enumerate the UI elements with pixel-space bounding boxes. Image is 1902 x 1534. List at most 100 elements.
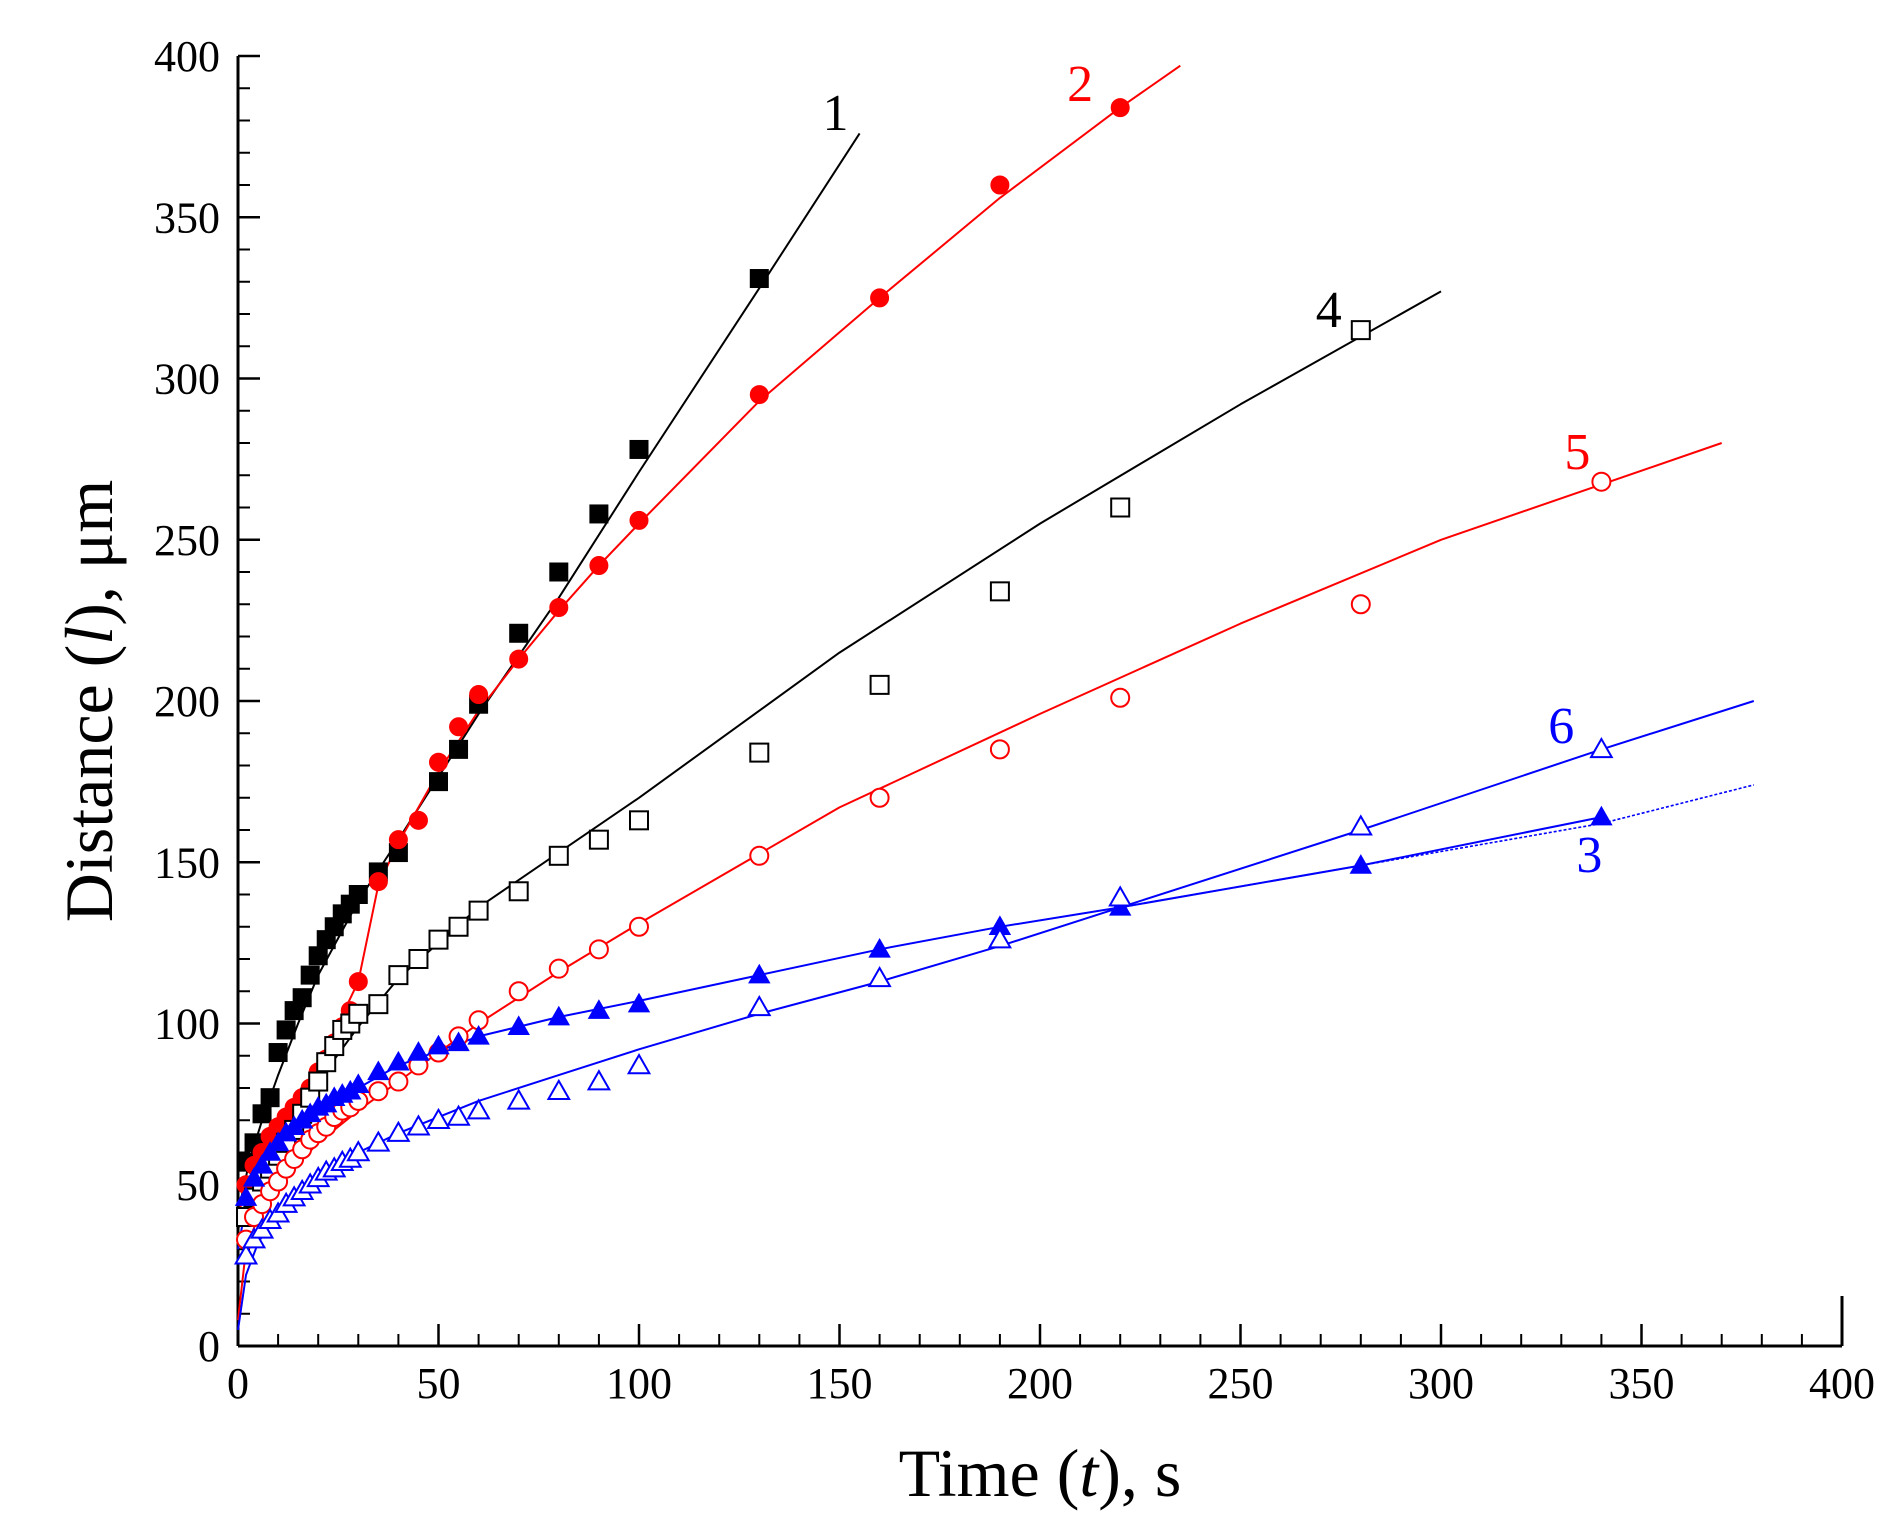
point-series-2: [408, 810, 428, 830]
point-series-3: [627, 992, 651, 1013]
point-series-2: [469, 685, 489, 705]
point-series-3: [547, 1005, 571, 1026]
point-series-4: [308, 1071, 329, 1092]
point-series-2: [368, 872, 388, 892]
point-series-4: [989, 581, 1010, 602]
point-series-5: [368, 1081, 389, 1102]
point-series-1: [252, 1104, 272, 1124]
y-tick-label: 100: [154, 1000, 220, 1049]
point-series-3: [748, 963, 771, 984]
point-series-2: [1110, 98, 1130, 118]
fit-curve-3-fit-ext: [1120, 784, 1754, 909]
fit-curve-1: [237, 132, 861, 1224]
point-series-3: [507, 1015, 530, 1035]
y-tick-label: 0: [198, 1322, 220, 1371]
point-series-2: [429, 752, 448, 772]
point-series-1: [276, 1020, 296, 1040]
point-series-4: [448, 916, 469, 937]
point-series-3: [250, 1154, 274, 1174]
point-series-6: [366, 1130, 391, 1152]
point-series-3: [387, 1050, 410, 1071]
point-series-3: [407, 1041, 430, 1061]
point-series-1: [260, 1088, 280, 1108]
point-series-2: [629, 510, 649, 530]
point-series-4: [408, 949, 429, 969]
point-series-4: [1110, 497, 1131, 518]
point-series-1: [749, 269, 769, 289]
tick-labels: 0 50 100 150 200 250 300 350 400 0 50 100 150 200 250 3…: [154, 32, 1875, 1408]
point-series-2: [348, 972, 368, 992]
point-series-2: [388, 830, 408, 850]
y-tick-label: 300: [154, 355, 220, 404]
point-series-6: [506, 1088, 531, 1110]
point-series-3: [347, 1073, 370, 1094]
point-series-3: [1349, 854, 1373, 874]
point-series-2: [589, 556, 609, 576]
point-series-5: [388, 1071, 409, 1092]
point-series-1: [449, 739, 469, 759]
y-tick-label: 200: [154, 677, 220, 726]
y-tick-label: 150: [154, 838, 220, 887]
point-series-3: [242, 1166, 266, 1187]
fit-curve-4: [237, 290, 1442, 1231]
point-series-4: [869, 674, 890, 695]
point-series-1: [348, 885, 368, 904]
point-series-5: [1110, 687, 1131, 708]
point-series-2: [870, 288, 890, 308]
point-series-3: [447, 1031, 470, 1052]
point-series-1: [629, 439, 649, 459]
point-series-6: [406, 1114, 431, 1136]
point-series-4: [588, 829, 609, 850]
fit-curve-6: [237, 700, 1755, 1331]
data-points: [233, 98, 1614, 1265]
point-series-5: [1591, 471, 1612, 492]
tick-marks: [236, 54, 1844, 1348]
point-series-4: [468, 900, 489, 921]
point-series-6: [747, 995, 772, 1017]
point-series-1: [549, 562, 569, 582]
point-series-1: [268, 1043, 288, 1063]
y-axis-title: Distance (l), μm: [51, 480, 127, 922]
point-series-6: [1589, 737, 1614, 759]
point-series-6: [987, 927, 1012, 949]
point-series-6: [426, 1107, 451, 1130]
point-series-3: [234, 1186, 258, 1206]
x-tick-label: 350: [1609, 1359, 1675, 1408]
y-axis-title-post: ), μm: [51, 480, 127, 626]
point-series-4: [428, 929, 449, 950]
point-series-1: [292, 988, 312, 1008]
x-tick-label: 150: [807, 1359, 873, 1408]
y-tick-label: 250: [154, 516, 220, 565]
point-series-6: [867, 965, 892, 988]
x-tick-label: 100: [606, 1359, 672, 1408]
fit-curve-2: [237, 64, 1181, 1218]
point-series-6: [546, 1078, 571, 1100]
y-tick-label: 50: [176, 1161, 220, 1210]
x-tick-label: 300: [1408, 1359, 1474, 1408]
point-series-3: [367, 1060, 390, 1081]
point-series-2: [990, 175, 1010, 195]
point-series-2: [749, 385, 769, 405]
y-tick-label: 350: [154, 193, 220, 242]
x-axis-title-post: ), s: [1098, 1435, 1181, 1511]
x-axis-title: Time (t), s: [899, 1435, 1182, 1511]
curve-label-2: 2: [1067, 56, 1093, 113]
point-series-5: [588, 939, 609, 960]
point-series-4: [388, 965, 409, 986]
point-series-5: [989, 739, 1010, 760]
x-tick-label: 50: [417, 1359, 461, 1408]
point-series-4: [368, 994, 389, 1015]
point-series-1: [429, 772, 448, 792]
point-series-3: [587, 999, 611, 1019]
point-series-3: [467, 1025, 490, 1045]
point-series-4: [548, 845, 569, 866]
y-axis-title-pre: Distance (: [51, 645, 127, 923]
curve-label-3: 3: [1576, 827, 1602, 884]
fit-curve-3: [237, 816, 1602, 1250]
x-tick-label: 200: [1007, 1359, 1073, 1408]
point-series-2: [509, 649, 529, 669]
point-series-4: [1350, 320, 1371, 341]
point-series-3: [427, 1034, 450, 1055]
x-tick-label: 400: [1809, 1359, 1875, 1408]
